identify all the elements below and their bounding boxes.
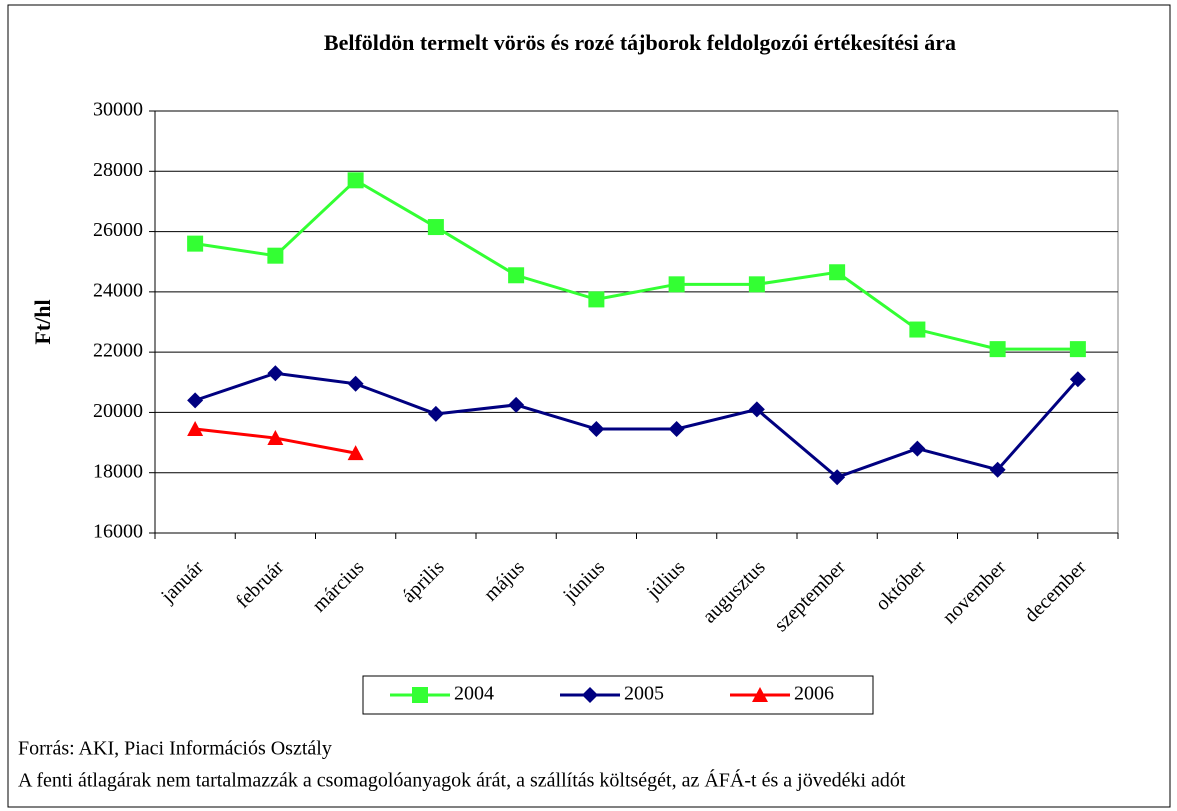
y-axis-label: Ft/hl [30,299,55,344]
data-point [267,247,284,264]
data-point [1069,371,1086,388]
data-point [267,430,284,446]
data-point [748,401,765,418]
data-point [508,396,525,413]
chart-title: Belföldön termelt vörös és rozé tájborok… [324,30,956,55]
data-point [748,276,765,293]
legend-marker [752,687,768,702]
data-point [668,276,685,293]
y-tick-label: 24000 [93,279,143,301]
series-line [194,371,1080,479]
data-point [909,321,926,338]
legend-label: 2004 [454,683,494,705]
plot-area [154,110,1119,534]
data-point [347,172,364,189]
note: Forrás: AKI, Piaci Információs Osztály [18,738,332,760]
data-point [187,235,204,252]
legend-marker [412,687,428,703]
data-point [187,392,204,409]
data-point [187,421,204,437]
data-point [829,264,846,281]
y-tick-label: 20000 [93,400,143,422]
data-point [989,341,1006,358]
y-tick-label: 18000 [93,460,143,482]
legend-label: 2005 [624,683,664,705]
legend-label: 2006 [794,683,834,705]
y-tick-label: 28000 [93,159,143,181]
data-point [989,461,1006,478]
data-point [427,405,444,422]
data-point [668,421,685,438]
data-point [829,469,846,486]
data-point [347,445,364,461]
series-line [194,178,1078,351]
data-point [909,440,926,457]
y-tick-label: 26000 [93,219,143,241]
data-point [588,291,605,308]
legend-marker [582,687,598,703]
data-point [267,365,284,382]
data-point [1069,341,1086,358]
y-tick-label: 22000 [93,340,143,362]
note: A fenti átlagárak nem tartalmazzák a cso… [18,769,906,792]
data-point [347,375,364,392]
data-point [508,267,525,284]
data-point [427,219,444,236]
y-tick-label: 16000 [93,521,143,543]
y-tick-label: 30000 [93,99,143,121]
data-point [588,421,605,438]
